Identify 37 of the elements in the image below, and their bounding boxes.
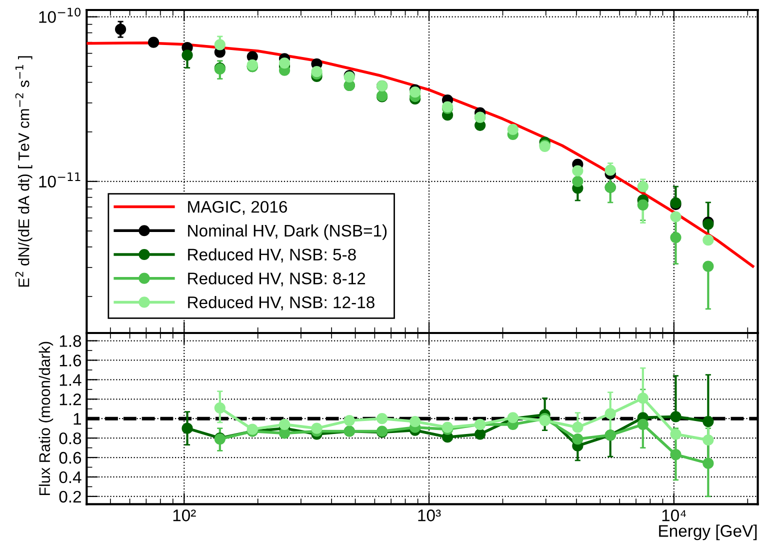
y-tick-label: 1	[74, 413, 81, 425]
legend-label: Reduced HV, NSB: 8-12	[188, 272, 366, 286]
x-axis-title: Energy [GeV]	[659, 524, 757, 540]
y-tick-label: 0.4	[59, 471, 82, 484]
x-tick-label: 10³	[418, 510, 441, 522]
point	[637, 392, 648, 404]
y-tick-label: 1.4	[60, 374, 82, 386]
point	[637, 418, 648, 430]
y-tick-label: 10$^{−10}$	[39, 8, 81, 23]
point	[376, 413, 388, 424]
y-tick-label: 1.8	[60, 335, 82, 347]
legend-label: Reduced HV, NSB: 12-18	[188, 296, 374, 310]
point	[344, 414, 355, 426]
y-tick-label: 1.2	[60, 394, 81, 406]
point	[572, 422, 584, 433]
y-tick-label: 0.8	[59, 432, 82, 444]
y-tick-label: 0.6	[59, 452, 82, 464]
point	[278, 418, 290, 430]
x-tick-label: 10⁴	[662, 510, 686, 522]
point	[670, 428, 682, 440]
y-axis-title: Flux Ratio (moon/dark)	[38, 342, 54, 496]
point	[702, 434, 714, 446]
point	[410, 416, 421, 428]
legend-label: MAGIC, 2016	[188, 200, 287, 215]
point	[572, 433, 584, 445]
point	[311, 422, 322, 434]
point	[702, 458, 714, 469]
x-tick-label: 10²	[173, 510, 196, 522]
legend-label: Nominal HV, Dark (NSB=1)	[188, 224, 387, 240]
y-tick-label: 1.6	[60, 354, 82, 366]
point	[214, 402, 226, 414]
legend-label: Reduced HV, NSB: 5-8	[188, 248, 356, 262]
y-tick-label: 0.2	[59, 490, 81, 503]
y-axis-title: E$^{2}$ dN/(dE dA dt) [ TeV cm$^{−2}$ s$^{−1}$ ]	[15, 56, 32, 287]
y-tick-label: 10$^{−11}$	[39, 172, 80, 188]
point	[604, 408, 616, 420]
point	[670, 449, 682, 460]
